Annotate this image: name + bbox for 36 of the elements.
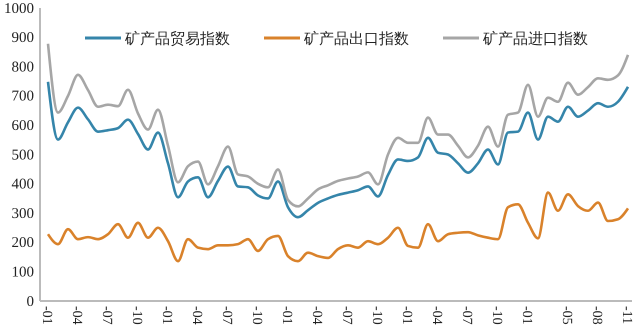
x-tick-label: -07: [99, 306, 114, 325]
y-tick-label: 800: [12, 59, 34, 76]
x-tick-label: -07: [339, 306, 354, 325]
y-tick-label: 900: [12, 30, 34, 46]
x-tick-label: -10: [369, 306, 384, 325]
x-tick-label: -07: [219, 306, 234, 325]
x-tick-label: -01: [39, 306, 54, 325]
x-tick-label: -05: [559, 306, 574, 325]
x-tick-label: -10: [489, 306, 504, 325]
x-tick-label: -10: [249, 306, 264, 325]
y-tick-label: 100: [12, 264, 34, 280]
y-tick-label: 1000: [4, 0, 34, 17]
x-tick-label: -01: [279, 306, 294, 325]
y-tick-label: 200: [12, 235, 34, 252]
y-tick-label: 400: [12, 176, 34, 193]
legend-label: 矿产品进口指数: [482, 30, 588, 48]
x-tick-label: -01: [519, 306, 534, 325]
y-tick-label: 300: [12, 206, 34, 222]
y-tick-label: 0: [26, 294, 34, 310]
x-tick-label: -10: [129, 306, 144, 325]
line-series: [46, 191, 630, 262]
x-tick-label: -01: [159, 306, 174, 325]
y-tick-label: 500: [12, 147, 34, 164]
x-tick-label: -11: [619, 306, 634, 324]
x-tick-label: -04: [309, 306, 324, 325]
x-tick-label: -01: [399, 306, 414, 325]
x-tick-label: -08: [589, 306, 604, 325]
x-tick-label: -04: [429, 306, 444, 325]
y-tick-label: 600: [12, 118, 34, 134]
x-tick-label: -07: [459, 306, 474, 325]
x-tick-label: -04: [189, 306, 204, 325]
line-series: [46, 80, 630, 218]
y-tick-label: 700: [12, 88, 34, 105]
x-tick-label: -04: [69, 306, 84, 325]
legend-label: 矿产品出口指数: [303, 30, 409, 48]
legend-label: 矿产品贸易指数: [124, 30, 230, 48]
